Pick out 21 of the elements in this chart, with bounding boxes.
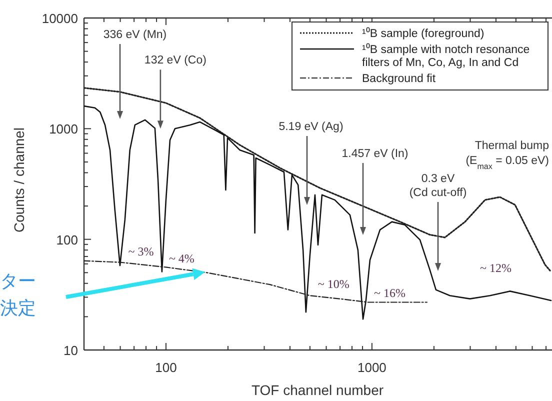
- annotation: ~ 16%: [374, 286, 406, 300]
- legend-label: Background fit: [362, 73, 436, 85]
- annotation: 0.3 eV (Cd cut-off): [409, 173, 467, 199]
- y-tick-label: 10000: [42, 11, 78, 26]
- y-axis-title: Counts / channel: [11, 127, 27, 233]
- legend-label: ¹⁰B sample (foreground): [362, 27, 484, 40]
- annotation: 336 eV (Mn): [103, 29, 167, 41]
- y-tick-label: 10: [64, 343, 78, 358]
- annotation: ~ 10%: [318, 277, 350, 292]
- annotation: ~ 3%: [128, 244, 154, 259]
- annotation: 1.457 eV (In): [342, 148, 408, 160]
- y-tick-label: 1000: [49, 122, 78, 137]
- annotation: 132 eV (Co): [144, 54, 207, 67]
- annotation: ~ 12%: [480, 261, 512, 275]
- annotation: Thermal bump (E$_{max}$ = 0.05 eV): [466, 140, 550, 171]
- annotation: ~ 4%: [168, 252, 194, 266]
- text: ター決定: [0, 271, 36, 319]
- x-axis-title: TOF channel number: [251, 382, 384, 398]
- y-tick-label: 100: [56, 232, 78, 248]
- annotation: 5.19 eV (Ag): [278, 121, 344, 133]
- legend-label: ¹⁰B sample with notch resonance filters of Mn, Co, Ag, In and Cd: [362, 43, 530, 69]
